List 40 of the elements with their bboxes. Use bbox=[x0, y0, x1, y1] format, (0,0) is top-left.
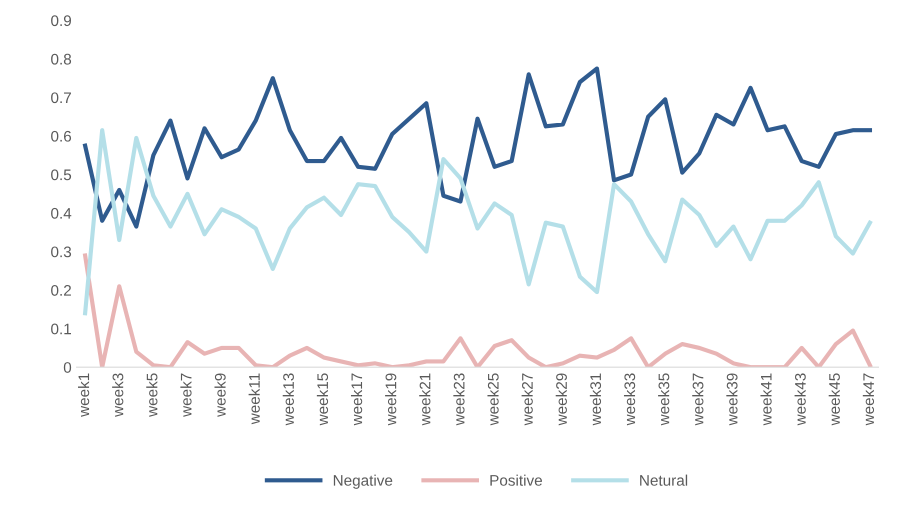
x-tick-label: week39 bbox=[726, 373, 738, 426]
x-tick-label: week25 bbox=[487, 373, 499, 426]
line-series bbox=[83, 253, 872, 368]
x-tick-label: week29 bbox=[556, 373, 567, 426]
x-tick-label: week31 bbox=[590, 374, 602, 426]
y-tick-label: 0.5 bbox=[51, 169, 72, 180]
x-tick-label: week45 bbox=[828, 373, 840, 426]
x-tick-label: week5 bbox=[146, 373, 158, 417]
x-tick-label: week27 bbox=[522, 374, 533, 426]
x-tick-label: week43 bbox=[794, 373, 806, 426]
x-tick-label: week9 bbox=[214, 373, 226, 417]
y-tick-label: 0.8 bbox=[51, 54, 72, 65]
x-tick-label: week41 bbox=[760, 374, 772, 426]
legend-label: Positive bbox=[490, 474, 542, 486]
x-tick-label: week37 bbox=[692, 374, 704, 426]
legend-label: Negative bbox=[334, 474, 392, 489]
x-tick-label: week19 bbox=[385, 373, 396, 426]
y-tick-label: 0.7 bbox=[51, 92, 71, 104]
y-tick-label: 0 bbox=[64, 362, 72, 373]
y-tick-label: 0.1 bbox=[51, 324, 71, 334]
x-tick-label: week11 bbox=[248, 374, 260, 424]
x-tick-label: week47 bbox=[862, 374, 874, 426]
y-tick-label: 0.4 bbox=[51, 208, 72, 219]
x-tick-label: week35 bbox=[658, 373, 670, 426]
x-tick-label: week21 bbox=[419, 374, 430, 426]
x-tick-label: week15 bbox=[316, 373, 328, 426]
legend-label: Netural bbox=[640, 474, 688, 486]
x-tick-label: week7 bbox=[180, 374, 192, 417]
y-tick-label: 0.6 bbox=[51, 130, 72, 142]
y-tick-label: 0.3 bbox=[51, 246, 72, 258]
x-tick-label: week3 bbox=[112, 373, 124, 417]
x-tick-label: week17 bbox=[350, 374, 362, 426]
x-tick-label: week33 bbox=[624, 373, 636, 426]
x-tick-label: week1 bbox=[78, 374, 90, 417]
y-tick-label: 0.9 bbox=[51, 15, 71, 26]
line-series bbox=[83, 66, 872, 229]
y-tick-label: 0.2 bbox=[51, 285, 71, 296]
x-tick-label: week23 bbox=[453, 373, 465, 426]
line-series bbox=[83, 128, 872, 316]
x-tick-label: week13 bbox=[282, 373, 294, 426]
